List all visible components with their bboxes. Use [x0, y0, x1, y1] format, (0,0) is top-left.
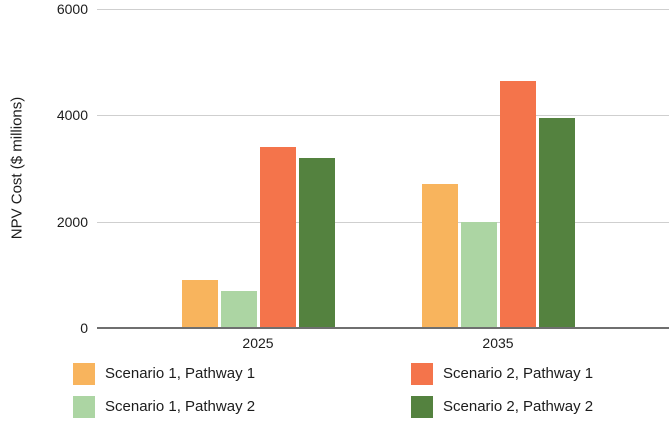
legend-label: Scenario 1, Pathway 1: [105, 365, 256, 382]
gridline-6000: [97, 9, 669, 10]
legend-swatch-scenario-2-pathway-2: [411, 396, 433, 418]
bar-scenario-2-pathway-1-2035[interactable]: [500, 80, 536, 328]
bar-scenario-2-pathway-1-2025[interactable]: [260, 147, 296, 328]
x-tick-label-2035: 2035: [482, 335, 514, 351]
gridline-2000: [97, 221, 669, 223]
gridline-4000: [97, 115, 669, 117]
bar-scenario-1-pathway-2-2035[interactable]: [461, 221, 497, 328]
legend-swatch-scenario-1-pathway-2: [73, 396, 95, 418]
x-tick-label-2025: 2025: [242, 335, 274, 351]
x-axis-line: [97, 327, 669, 329]
y-tick-label-4000: 4000: [56, 107, 88, 124]
bar-scenario-2-pathway-2-2035[interactable]: [539, 118, 575, 328]
bar-scenario-1-pathway-1-2035[interactable]: [422, 184, 458, 328]
bar-group-2035: [422, 9, 575, 328]
legend-item-scenario-1-pathway-2[interactable]: Scenario 1, Pathway 2: [73, 396, 255, 418]
legend-swatch-scenario-2-pathway-1: [411, 363, 433, 385]
bar-scenario-1-pathway-1-2025[interactable]: [182, 280, 218, 328]
legend-label: Scenario 2, Pathway 2: [443, 398, 594, 415]
legend-item-scenario-2-pathway-1[interactable]: Scenario 2, Pathway 1: [411, 363, 593, 385]
legend-item-scenario-2-pathway-2[interactable]: Scenario 2, Pathway 2: [411, 396, 593, 418]
legend-label: Scenario 2, Pathway 1: [443, 365, 594, 382]
legend-item-scenario-1-pathway-1[interactable]: Scenario 1, Pathway 1: [73, 363, 255, 385]
bar-group-2025: [182, 9, 335, 328]
legend-column-2: Scenario 2, Pathway 1 Scenario 2, Pathway…: [411, 363, 593, 429]
y-tick-label-0: 0: [80, 320, 88, 336]
legend-label: Scenario 1, Pathway 2: [105, 398, 256, 415]
bar-scenario-1-pathway-2-2025[interactable]: [221, 290, 257, 328]
plot-area: [97, 9, 669, 329]
legend-column-1: Scenario 1, Pathway 1 Scenario 1, Pathway…: [73, 363, 255, 429]
y-tick-label-2000: 2000: [56, 213, 88, 230]
legend-swatch-scenario-1-pathway-1: [73, 363, 95, 385]
bar-scenario-2-pathway-2-2025[interactable]: [299, 157, 335, 328]
y-tick-label-6000: 6000: [56, 1, 88, 17]
